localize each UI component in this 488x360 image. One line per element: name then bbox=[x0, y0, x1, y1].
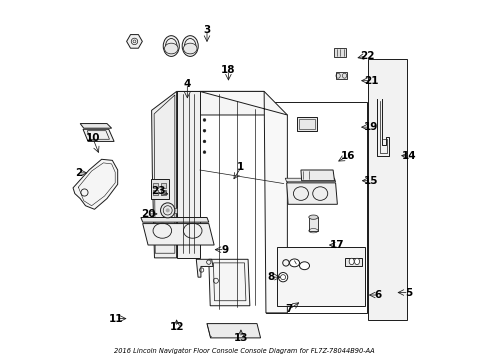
Ellipse shape bbox=[183, 43, 197, 54]
Ellipse shape bbox=[348, 258, 353, 265]
Bar bbox=[276, 247, 365, 306]
Text: 4: 4 bbox=[183, 78, 191, 89]
Polygon shape bbox=[151, 91, 176, 258]
Polygon shape bbox=[286, 183, 337, 204]
Polygon shape bbox=[142, 224, 214, 245]
Text: 19: 19 bbox=[364, 122, 378, 132]
Ellipse shape bbox=[203, 129, 205, 132]
Bar bbox=[160, 190, 166, 195]
Polygon shape bbox=[367, 59, 406, 320]
Bar bbox=[308, 217, 317, 231]
Bar bbox=[265, 102, 366, 313]
Ellipse shape bbox=[165, 208, 169, 212]
Ellipse shape bbox=[203, 140, 205, 143]
Bar bbox=[344, 258, 361, 266]
Text: 2: 2 bbox=[75, 168, 82, 178]
Text: 22: 22 bbox=[360, 51, 374, 61]
Bar bbox=[173, 207, 177, 213]
Text: 16: 16 bbox=[340, 151, 355, 161]
Text: 20: 20 bbox=[141, 209, 155, 219]
Text: 8: 8 bbox=[267, 272, 274, 282]
Text: 23: 23 bbox=[151, 186, 166, 197]
Ellipse shape bbox=[299, 262, 309, 270]
Text: 2016 Lincoln Navigator Floor Console Console Diagram for FL7Z-78044B90-AA: 2016 Lincoln Navigator Floor Console Con… bbox=[114, 348, 374, 354]
Polygon shape bbox=[206, 324, 260, 338]
Polygon shape bbox=[176, 91, 200, 258]
Bar bbox=[333, 48, 346, 57]
Polygon shape bbox=[208, 259, 249, 306]
Bar bbox=[152, 190, 158, 195]
Bar bbox=[160, 183, 166, 188]
Polygon shape bbox=[176, 91, 287, 115]
Polygon shape bbox=[83, 129, 114, 141]
Text: 18: 18 bbox=[221, 65, 235, 75]
Polygon shape bbox=[200, 91, 287, 313]
Ellipse shape bbox=[354, 258, 359, 265]
Text: 14: 14 bbox=[401, 151, 415, 161]
Ellipse shape bbox=[203, 118, 205, 121]
Ellipse shape bbox=[160, 203, 175, 218]
Polygon shape bbox=[300, 170, 334, 181]
Text: 13: 13 bbox=[233, 333, 248, 343]
Polygon shape bbox=[80, 123, 111, 128]
Ellipse shape bbox=[164, 43, 178, 54]
Text: 11: 11 bbox=[108, 314, 123, 324]
Polygon shape bbox=[285, 178, 335, 182]
Ellipse shape bbox=[163, 36, 179, 57]
Ellipse shape bbox=[308, 215, 317, 219]
Polygon shape bbox=[73, 159, 118, 209]
Text: 15: 15 bbox=[364, 176, 378, 186]
Text: 1: 1 bbox=[237, 162, 244, 172]
Bar bbox=[335, 72, 346, 79]
Bar bbox=[151, 179, 169, 199]
Text: 6: 6 bbox=[374, 290, 381, 300]
Ellipse shape bbox=[278, 273, 287, 282]
Text: 21: 21 bbox=[364, 76, 378, 86]
Bar bbox=[162, 207, 165, 213]
Ellipse shape bbox=[182, 36, 198, 57]
Text: 12: 12 bbox=[169, 322, 183, 332]
Text: 10: 10 bbox=[85, 133, 100, 143]
Polygon shape bbox=[196, 259, 213, 277]
Text: 5: 5 bbox=[405, 288, 411, 297]
Bar bbox=[152, 183, 158, 188]
Text: 17: 17 bbox=[329, 240, 344, 250]
Polygon shape bbox=[141, 217, 208, 222]
Text: 9: 9 bbox=[221, 245, 228, 255]
Text: 7: 7 bbox=[285, 304, 292, 314]
Bar bbox=[297, 117, 316, 131]
Ellipse shape bbox=[289, 259, 299, 267]
Text: 3: 3 bbox=[203, 25, 210, 35]
Bar bbox=[299, 119, 314, 129]
Ellipse shape bbox=[203, 151, 205, 154]
